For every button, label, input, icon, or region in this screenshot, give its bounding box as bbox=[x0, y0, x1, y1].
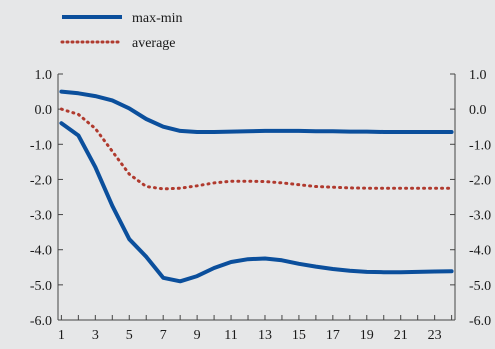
legend-label-average: average bbox=[132, 36, 176, 51]
y-tick-label-left: -2.0 bbox=[30, 173, 52, 188]
y-tick-label-left: -5.0 bbox=[30, 279, 52, 294]
x-tick-label: 23 bbox=[428, 328, 442, 343]
y-tick-label-left: -6.0 bbox=[30, 314, 52, 329]
x-tick-label: 13 bbox=[258, 328, 272, 343]
x-tick-label: 11 bbox=[224, 328, 237, 343]
series-line-max-min-upper bbox=[59, 89, 454, 134]
x-ticks: 1 3 5 7 9 11 13 15 17 19 21 23 bbox=[58, 315, 453, 343]
y-tick-label-right: -6.0 bbox=[469, 314, 491, 329]
y-tick-label-right: -2.0 bbox=[469, 173, 491, 188]
x-tick-label: 9 bbox=[194, 328, 201, 343]
x-tick-label: 17 bbox=[326, 328, 340, 343]
x-tick-label: 21 bbox=[394, 328, 408, 343]
series-line-max-min-lower bbox=[59, 121, 454, 284]
legend-label-max-min: max-min bbox=[132, 11, 183, 26]
y-ticks: 1.0 1.0 0.0 0.0 -1.0 -1.0 -2.0 -2.0 -3.0 -3.0 -4.0… bbox=[30, 68, 491, 329]
x-tick-label: 1 bbox=[58, 328, 65, 343]
y-tick-label-right: -4.0 bbox=[469, 244, 491, 259]
series-layer bbox=[59, 89, 454, 284]
y-tick-label-right: -5.0 bbox=[469, 279, 491, 294]
x-tick-label: 7 bbox=[160, 328, 167, 343]
legend: max-min average bbox=[60, 11, 183, 51]
y-tick-label-right: -1.0 bbox=[469, 138, 491, 153]
y-tick-label-right: 1.0 bbox=[469, 68, 487, 83]
y-tick-label-left: -1.0 bbox=[30, 138, 52, 153]
y-tick-label-left: -3.0 bbox=[30, 209, 52, 224]
series-line-average bbox=[59, 107, 454, 191]
y-tick-label-left: -4.0 bbox=[30, 244, 52, 259]
x-tick-label: 15 bbox=[292, 328, 306, 343]
x-tick-label: 5 bbox=[126, 328, 133, 343]
y-tick-label-left: 1.0 bbox=[35, 68, 53, 83]
x-tick-label: 19 bbox=[360, 328, 374, 343]
y-tick-label-right: -3.0 bbox=[469, 209, 491, 224]
y-tick-label-left: 0.0 bbox=[35, 103, 53, 118]
y-tick-label-right: 0.0 bbox=[469, 103, 487, 118]
x-tick-label: 3 bbox=[92, 328, 99, 343]
